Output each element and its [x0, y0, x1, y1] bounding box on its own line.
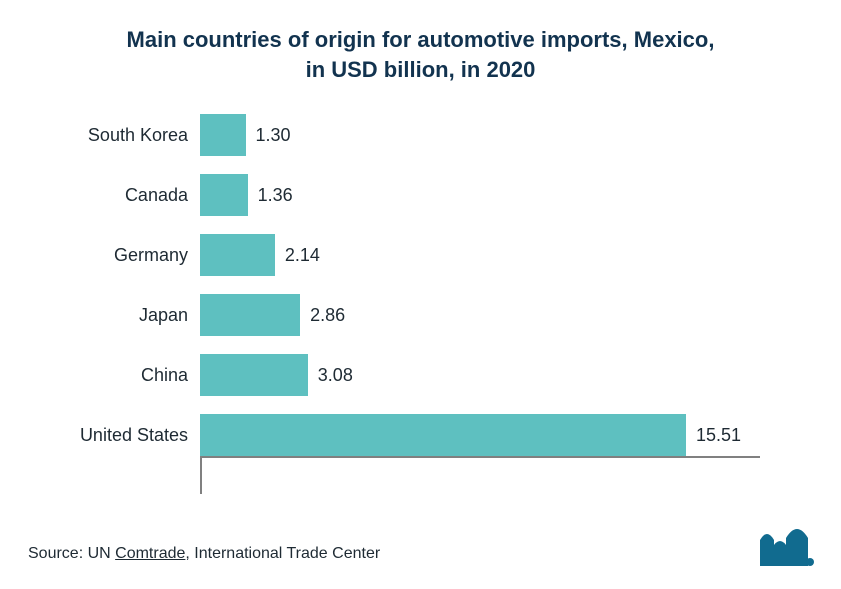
plot-area: South Korea1.30 Canada1.36 Germany2.14 Japa…	[200, 114, 741, 456]
value-label: 15.51	[696, 425, 741, 446]
bar	[200, 114, 246, 156]
bar-row: Japan2.86	[200, 294, 741, 336]
value-label: 1.36	[258, 185, 293, 206]
x-axis	[200, 456, 760, 458]
category-label: South Korea	[88, 125, 188, 146]
bar-row: United States15.51	[200, 414, 741, 456]
category-label: Canada	[125, 185, 188, 206]
category-label: United States	[80, 425, 188, 446]
value-label: 2.86	[310, 305, 345, 326]
title-line-2: in USD billion, in 2020	[306, 57, 536, 82]
title-line-1: Main countries of origin for automotive …	[127, 27, 715, 52]
chart-page: Main countries of origin for automotive …	[0, 0, 841, 589]
bar	[200, 414, 686, 456]
source-underlined: Comtrade	[115, 545, 185, 562]
value-label: 1.30	[256, 125, 291, 146]
bar	[200, 294, 300, 336]
bar-row: Germany2.14	[200, 234, 741, 276]
brand-logo	[757, 526, 815, 573]
category-label: China	[141, 365, 188, 386]
value-label: 2.14	[285, 245, 320, 266]
bar	[200, 174, 248, 216]
bar-row: China3.08	[200, 354, 741, 396]
logo-icon	[757, 526, 815, 568]
category-label: Germany	[114, 245, 188, 266]
bar-chart: South Korea1.30 Canada1.36 Germany2.14 Japa…	[130, 114, 741, 456]
source-suffix: , International Trade Center	[185, 545, 380, 562]
chart-title: Main countries of origin for automotive …	[61, 25, 781, 84]
bar-row: South Korea1.30	[200, 114, 741, 156]
value-label: 3.08	[318, 365, 353, 386]
bar	[200, 234, 275, 276]
bar-row: Canada1.36	[200, 174, 741, 216]
bar	[200, 354, 308, 396]
source-caption: Source: UN Comtrade, International Trade…	[28, 545, 380, 563]
source-prefix: Source: UN	[28, 545, 115, 562]
category-label: Japan	[139, 305, 188, 326]
